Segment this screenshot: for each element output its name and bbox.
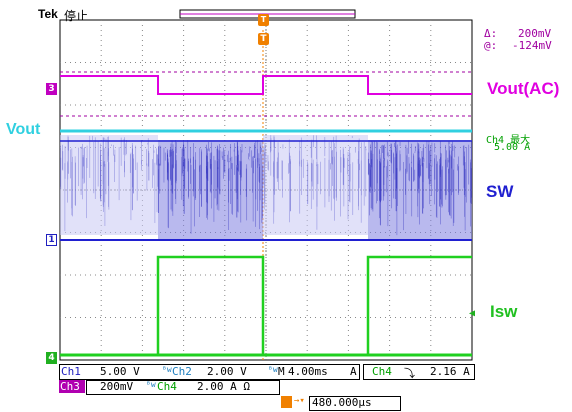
cursor-at-symbol: @: [484,39,498,52]
isw-label: Isw [490,302,518,321]
cursor-delta-symbol: Δ: [484,27,498,40]
ch3-name[interactable]: Ch3 [60,380,80,393]
ch1-marker-icon[interactable]: 1 [46,234,57,246]
bandwidth-limit-icon-3: ᴮw [146,380,156,389]
ch2-scale[interactable]: 2.00 V [207,365,247,378]
horizontal-position-icon [281,396,292,408]
vout-ac-trace [60,75,472,95]
trigger-slope-icon[interactable]: ⤵ [404,367,415,380]
isw-trace [60,255,472,357]
brand-label: Tek [38,7,58,21]
ch4-marker-icon[interactable]: 4 [46,352,57,364]
vertical-readout-row2 [86,380,280,395]
trigger-top-icon[interactable]: T [258,14,269,26]
ch4-name[interactable]: Ch4 [157,380,177,393]
ch3-name-chip [59,380,85,393]
ch3-scale[interactable]: 200mV [100,380,134,393]
timebase-label: M [278,365,285,378]
horizontal-position-value[interactable]: 480.000µs [312,396,372,409]
ch2-name[interactable]: Ch2 [172,365,192,378]
horizontal-position-box [309,396,401,411]
vout-ac-label: Vout(AC) [487,79,560,98]
cursor-delta-value: 200mV [518,27,552,40]
ch4-scale[interactable]: 2.00 A Ω [197,380,250,393]
timebase-value[interactable]: 4.00ms [288,365,328,378]
bandwidth-limit-icon: ᴮw [162,365,172,374]
ch1-name[interactable]: Ch1 [61,365,81,378]
trigger-source[interactable]: Ch4 [372,365,392,378]
waveform-traces [60,71,472,357]
vertical-readout-row1 [59,364,360,380]
sw-label: SW [486,182,514,201]
trigger-readout [363,364,475,380]
trigger-level-arrow-icon[interactable]: ◀ [469,308,476,319]
acquisition-status: 停止 [64,9,89,23]
ch4-max-value: 5.00 A [494,142,531,153]
trigger-position-icon[interactable]: T [258,33,269,45]
vout-label: Vout [6,121,41,138]
ch1-scale[interactable]: 5.00 V [100,365,140,378]
horizontal-arrow-icon: →▾ [294,396,305,406]
sw-band [263,135,368,235]
bandwidth-limit-icon-2: ᴮw [268,365,278,374]
ch4-max-title: Ch4 最大 [486,135,531,146]
ch3-marker-icon[interactable]: 3 [46,83,57,95]
trigger-level[interactable]: 2.16 A [430,365,470,378]
cursor-at-value: -124mV [512,39,552,52]
acquisition-mode: A [350,365,357,378]
